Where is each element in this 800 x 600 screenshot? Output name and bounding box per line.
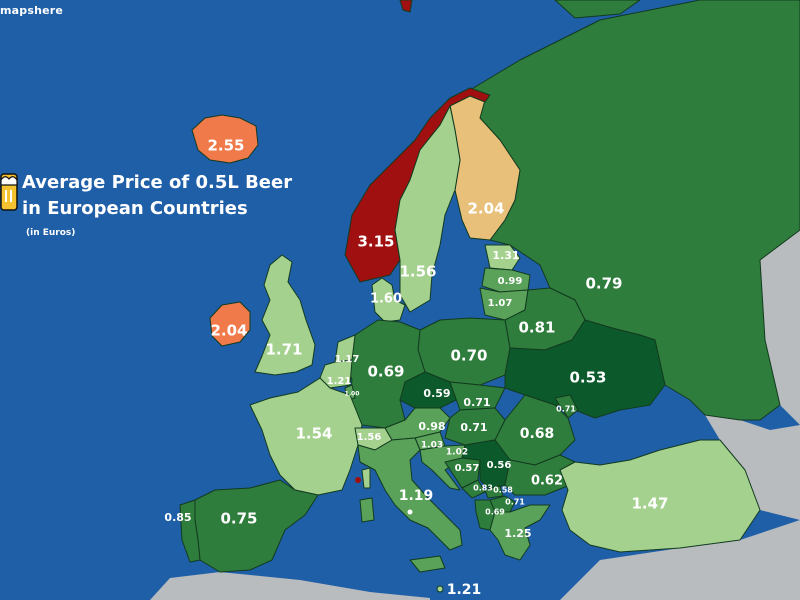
price-label-montenegro: 0.83 [473,484,493,493]
arctic-island [554,0,641,19]
price-label-kosovo: 0.58 [493,486,513,495]
price-label-poland: 0.70 [450,347,487,365]
north-africa-land [150,572,430,600]
price-label-ireland: 2.04 [210,322,247,340]
price-label-ukraine: 0.53 [569,369,606,387]
east-land [760,230,800,425]
island-sardinia [359,497,375,523]
map-title-line2: in European Countries [22,198,248,219]
price-label-bulgaria: 0.62 [531,474,563,489]
price-label-slovenia: 1.03 [421,441,443,451]
country-portugal [179,499,201,563]
price-label-greece: 1.25 [504,527,531,540]
country-montenegro [461,479,486,499]
country-france [249,377,363,496]
price-label-iceland: 2.55 [207,137,244,155]
price-label-russia: 0.79 [585,275,622,293]
price-label-italy: 1.19 [399,488,434,504]
price-label-albania: 0.69 [485,508,505,517]
price-label-latvia: 0.99 [498,276,523,287]
country-malta [436,585,444,593]
brand-logo: mapshere [0,4,64,17]
country-kosovo [484,485,504,499]
country-turkey [559,439,761,553]
price-label-lithuania: 1.07 [488,298,513,309]
country-moldova [554,394,579,419]
price-label-estonia: 1.31 [492,249,519,262]
country-greece [489,504,551,561]
price-label-norway: 3.15 [357,233,394,251]
price-label-united-kingdom: 1.71 [265,341,302,359]
island-sicily [409,555,446,573]
price-label-denmark: 1.60 [370,292,402,307]
price-label-serbia: 0.56 [487,460,512,471]
country-croatia [419,444,466,491]
price-label-belarus: 0.81 [518,319,555,337]
caucasus-land [705,415,800,520]
price-label-czech-republic: 0.59 [423,387,450,400]
map-title-line1: Average Price of 0.5L Beer [22,172,293,193]
price-label-moldova: 0.71 [556,405,576,414]
island-corsica [361,467,371,489]
beer-mug-icon [0,173,18,211]
price-label-france: 1.54 [295,425,332,443]
country-iceland [191,114,259,164]
country-italy [357,437,463,551]
price-label-bosnia-and-herzegovina: 0.57 [455,463,480,474]
country-bosnia [444,457,481,489]
price-label-austria: 0.98 [418,420,445,433]
country-slovakia [449,381,506,411]
price-label-netherlands: 1.17 [335,354,360,365]
monaco-dot [355,477,361,483]
price-label-romania: 0.68 [520,426,555,442]
price-label-croatia: 1.02 [446,448,468,458]
price-label-belgium: 1.21 [327,376,352,387]
country-ireland [209,301,251,347]
san-marino-dot [407,509,413,515]
price-label-spain: 0.75 [220,510,257,528]
price-label-turkey: 1.47 [631,495,668,513]
price-label-germany: 0.69 [367,363,404,381]
price-label-finland: 2.04 [467,200,504,218]
country-czech-republic [399,371,461,409]
price-label-portugal: 0.85 [164,511,191,524]
country-denmark [371,277,406,323]
price-label-hungary: 0.71 [460,421,487,434]
country-united-kingdom [254,254,316,376]
price-label-luxembourg: 1.00 [345,391,360,398]
map-subtitle: (in Euros) [26,228,76,238]
price-label-malta: 1.21 [447,582,482,598]
svalbard [399,0,413,13]
country-estonia [484,244,521,271]
price-label-north-macedonia: 0.71 [505,498,525,507]
price-labels: 2.55 3.15 1.56 2.04 1.60 2.04 1.71 1.31 0.99 1.07… [164,137,668,599]
price-label-slovakia: 0.71 [463,396,490,409]
country-sweden [394,105,461,313]
price-label-sweden: 1.56 [399,263,436,281]
price-label-switzerland: 1.56 [357,432,382,443]
